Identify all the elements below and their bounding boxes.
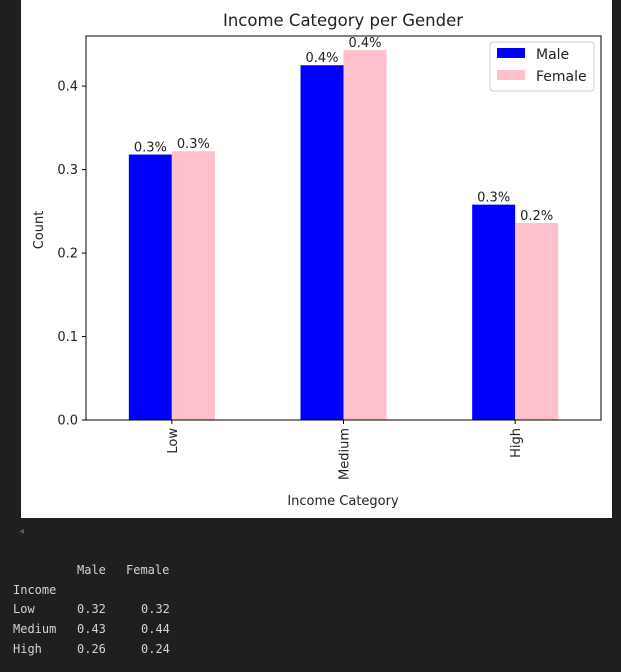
bar-value-label: 0.3%: [477, 191, 510, 206]
plot-output: Income Category per Gender Count Income …: [21, 0, 612, 518]
x-axis-label: Income Category: [287, 494, 399, 509]
bar-value-label: 0.4%: [305, 51, 338, 66]
bar-value-label: 0.4%: [348, 36, 381, 51]
y-tick-label: 0.3: [57, 163, 78, 178]
chart-title: Income Category per Gender: [223, 11, 463, 30]
df-row-label: High: [13, 641, 42, 656]
df-cell-female: 0.24: [141, 641, 170, 656]
bar-chart: Income Category per Gender Count Income …: [32, 11, 602, 509]
df-cell-female: 0.32: [141, 602, 170, 617]
bar-male-medium: [300, 65, 344, 420]
legend-swatch-male: [497, 48, 525, 58]
legend-label-male: Male: [536, 47, 569, 63]
bar-female-high: [515, 222, 559, 420]
bar-value-label: 0.3%: [134, 141, 167, 156]
x-tick-label: Low: [166, 428, 181, 454]
bar-female-low: [171, 151, 215, 420]
y-tick-label: 0.4: [57, 80, 78, 95]
y-tick-label: 0.0: [57, 414, 78, 429]
df-cell-male: 0.43: [77, 622, 106, 637]
scroll-left-icon[interactable]: ◂: [19, 526, 25, 537]
df-row-label: Low: [13, 602, 35, 617]
df-column-female: Female: [126, 563, 170, 577]
df-cell-male: 0.26: [77, 641, 106, 656]
df-index-name: Income: [13, 582, 57, 597]
bar-male-high: [472, 204, 516, 420]
df-cell-male: 0.32: [77, 602, 106, 617]
y-axis-label: Count: [32, 211, 47, 250]
bar-value-label: 0.2%: [520, 209, 553, 224]
legend-swatch-female: [497, 70, 525, 80]
bar-value-label: 0.3%: [177, 137, 210, 152]
x-tick-label: High: [509, 428, 524, 458]
y-tick-label: 0.1: [57, 330, 78, 345]
x-tick-label: Medium: [338, 428, 353, 480]
df-cell-female: 0.44: [141, 622, 170, 637]
df-column-male: Male: [77, 563, 106, 577]
y-tick-label: 0.2: [57, 247, 78, 262]
plot-frame: [85, 35, 602, 421]
legend-label-female: Female: [536, 69, 587, 85]
bar-male-low: [128, 154, 172, 420]
bar-female-medium: [343, 50, 387, 420]
df-row-label: Medium: [13, 622, 57, 637]
legend: Male Female: [489, 41, 595, 92]
